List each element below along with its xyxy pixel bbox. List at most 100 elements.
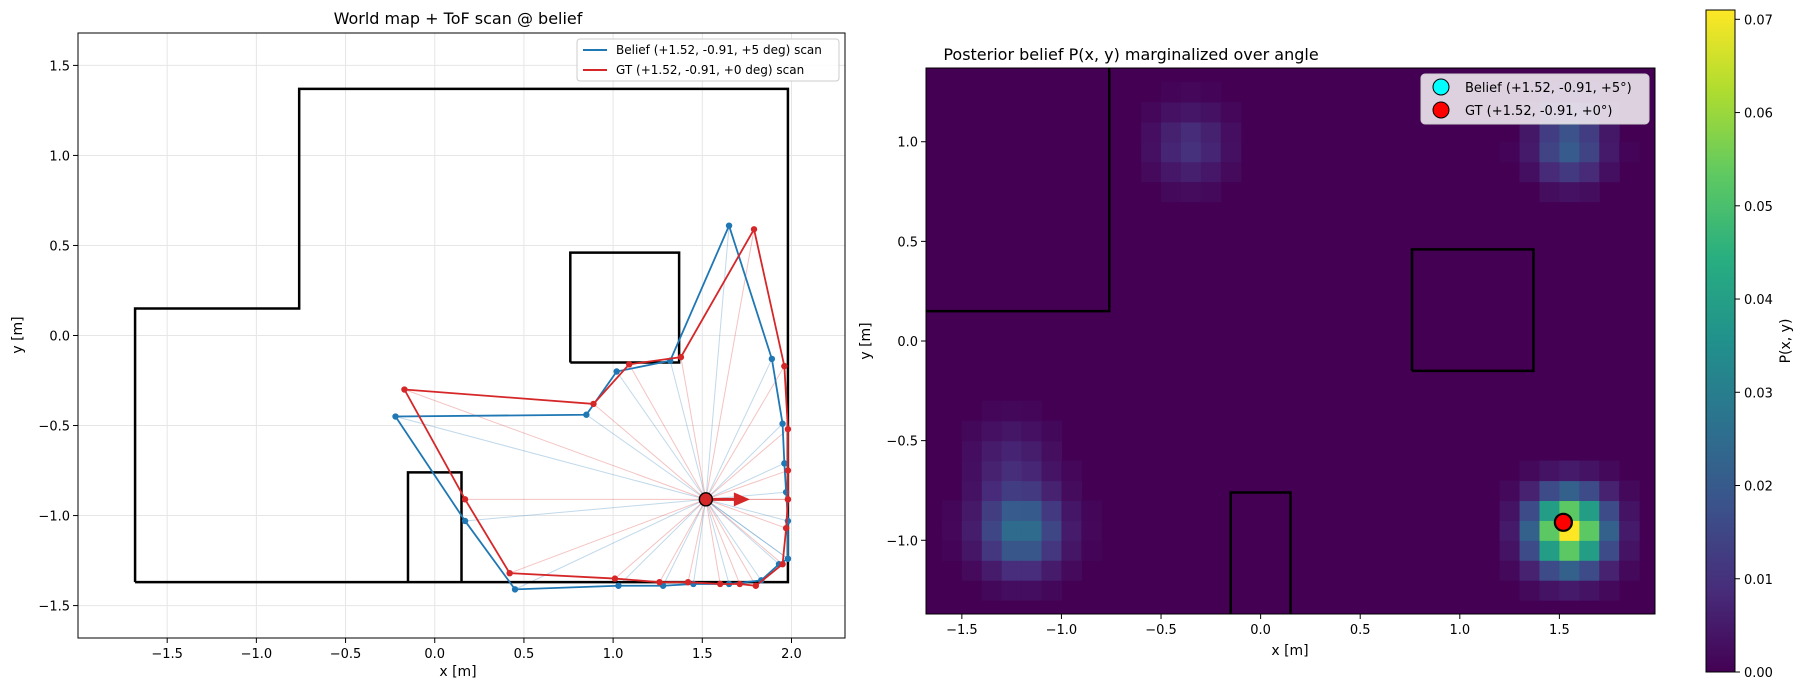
heatmap-cell	[1001, 520, 1023, 541]
scan-ray	[705, 499, 721, 585]
heatmap-cell	[981, 440, 1003, 462]
right-y-tick-label: 1.0	[897, 136, 918, 151]
heatmap-cell	[1599, 460, 1620, 482]
heatmap-cell	[1559, 540, 1580, 561]
legend-label-gt-marker: GT (+1.52, -0.91, +0°)	[1465, 104, 1613, 119]
heatmap-cell	[981, 420, 1003, 442]
left-y-tick-label: 1.5	[49, 59, 70, 74]
heatmap-cell	[1021, 520, 1043, 541]
scan-ray	[705, 498, 789, 522]
heatmap-cell	[1519, 141, 1541, 163]
right-y-tick-label: 0.5	[897, 235, 918, 250]
scan-ray	[404, 389, 707, 500]
heatmap-cell	[1200, 181, 1222, 203]
heatmap-cell	[1499, 141, 1521, 163]
colorbar-ticks: 0.00 0.01 0.02 0.03 0.04 0.05 0.06 0.07	[1735, 13, 1773, 681]
right-x-tick-label: −1.5	[946, 623, 978, 638]
heatmap-cell	[961, 540, 983, 561]
heatmap-cell	[1559, 580, 1580, 601]
heatmap-cell	[1041, 520, 1063, 541]
heatmap-cell	[1180, 81, 1202, 103]
left-y-tick-label: −0.5	[38, 420, 70, 435]
heatmap-cell	[1559, 161, 1580, 183]
scan-ray	[614, 498, 707, 579]
scan-ray	[705, 498, 789, 560]
left-y-tick-label: 0.5	[49, 239, 70, 254]
scan-point	[779, 420, 786, 427]
heatmap-cell	[1599, 560, 1620, 581]
heatmap-cell	[1001, 440, 1023, 462]
heatmap-cell	[1041, 420, 1063, 442]
heatmap-cell	[1021, 440, 1043, 462]
scan-point	[511, 586, 519, 593]
scan-ray	[705, 229, 755, 500]
colorbar-tick-label: 0.07	[1744, 13, 1773, 28]
heatmap-cell	[1579, 460, 1600, 482]
heatmap-cell	[1061, 500, 1082, 521]
scan-point	[656, 578, 663, 586]
right-y-axis-label: y [m]	[858, 322, 874, 359]
heatmap-cell	[1559, 560, 1580, 581]
heatmap-cell	[1061, 520, 1082, 541]
scan-point	[784, 555, 792, 562]
right-x-tick-label: 0.0	[1250, 623, 1271, 638]
heatmap-cell	[1061, 480, 1082, 502]
heatmap-cell	[941, 520, 963, 541]
left-scan-rays	[395, 225, 789, 590]
legend-label-belief-marker: Belief (+1.52, -0.91, +5°)	[1465, 81, 1632, 96]
left-y-tick-label: −1.5	[38, 600, 70, 615]
right-wall	[1229, 491, 1292, 614]
scan-ray	[628, 364, 707, 500]
right-pose-markers	[1553, 512, 1573, 532]
legend-marker-belief	[1432, 78, 1450, 96]
heatmap-cell	[941, 540, 963, 561]
scan-point	[613, 368, 620, 375]
left-y-tick-label: −1.0	[38, 510, 70, 525]
heatmap-cell	[1001, 540, 1023, 561]
left-x-tick-label: −0.5	[330, 647, 362, 662]
heatmap-cell	[1559, 460, 1580, 482]
heatmap-cell	[1599, 480, 1620, 502]
heatmap-cell	[1499, 540, 1521, 561]
left-x-ticks: −1.5 −1.0 −0.5 0.0 0.5 1.0 1.5 2.0	[151, 638, 802, 662]
heatmap-cell	[981, 580, 1003, 601]
heatmap-cell	[1599, 500, 1620, 521]
scan-point	[782, 524, 790, 532]
left-legend-box	[576, 38, 840, 82]
scan-ray	[618, 498, 707, 587]
heatmap-cell	[1539, 141, 1560, 163]
heatmap-cell	[961, 520, 983, 541]
heatmap-cell	[1041, 560, 1063, 581]
legend-marker-gt	[1432, 101, 1450, 119]
right-title: Posterior belief P(x, y) marginalized ov…	[943, 45, 1318, 64]
scan-ray	[465, 498, 706, 522]
heatmap-cell	[1499, 560, 1521, 581]
right-x-ticks: −1.5 −1.0 −0.5 0.0 0.5 1.0 1.5	[946, 614, 1570, 638]
robot-pose-marker	[698, 492, 750, 507]
scan-ray	[705, 498, 783, 565]
left-y-tick-label: 0.0	[49, 330, 70, 345]
scan-ray	[680, 357, 707, 500]
left-x-tick-label: 0.5	[514, 647, 535, 662]
heatmap-cell	[1220, 101, 1242, 123]
heatmap-cell	[1499, 500, 1521, 521]
heatmap-cell	[1061, 560, 1082, 581]
heatmap-cell	[961, 500, 983, 521]
heatmap-cell	[1499, 520, 1521, 541]
scan-ray	[705, 462, 785, 500]
scan-point	[615, 582, 622, 589]
heatmap-cell	[1519, 460, 1541, 482]
scan-point	[461, 517, 469, 525]
colorbar-label: P(x, y)	[1778, 319, 1794, 364]
heatmap-cell	[1579, 480, 1600, 502]
heatmap-cell	[1161, 121, 1182, 143]
left-x-tick-label: 0.0	[424, 647, 445, 662]
scan-ray	[692, 499, 707, 585]
heatmap-cell	[1081, 540, 1102, 561]
heatmap-cell	[1021, 480, 1043, 502]
heatmap-cell	[1539, 500, 1560, 521]
scan-point	[784, 425, 792, 433]
heatmap-cell	[961, 440, 983, 462]
scan-ray	[705, 358, 773, 500]
colorbar-tick-label: 0.02	[1744, 480, 1773, 495]
